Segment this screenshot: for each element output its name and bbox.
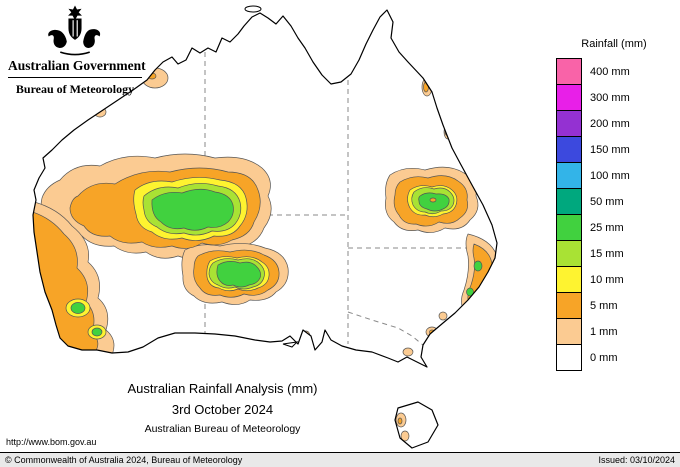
legend-entry: 1 mm [556, 318, 672, 345]
legend-entry: 400 mm [556, 58, 672, 85]
legend-entry: 150 mm [556, 136, 672, 163]
legend-swatch [556, 58, 582, 85]
legend-label: 150 mm [590, 143, 630, 156]
caption-title: Australian Rainfall Analysis (mm) [127, 381, 318, 396]
legend-swatch [556, 110, 582, 137]
legend-swatch [556, 266, 582, 293]
legend-swatch [556, 344, 582, 371]
legend-swatch [556, 214, 582, 241]
legend-entry: 0 mm [556, 344, 672, 371]
crest-shield-icon [68, 18, 82, 40]
australia-coastline [32, 9, 498, 368]
kangaroo-island [282, 341, 299, 348]
legend-entry: 10 mm [556, 266, 672, 293]
bom-url: http://www.bom.gov.au [6, 437, 97, 447]
bureau-title: Bureau of Meteorology [15, 82, 135, 96]
legend-label: 200 mm [590, 117, 630, 130]
legend-entry: 5 mm [556, 292, 672, 319]
crest-shield-stripe [72, 20, 74, 37]
legend-label: 50 mm [590, 195, 624, 208]
melville-island [244, 5, 262, 13]
rain-patch-east-coast-25mm-b [466, 287, 474, 297]
legend-swatch [556, 162, 582, 189]
rain-patch-port-phillip-1mm [402, 347, 414, 357]
legend-label: 100 mm [590, 169, 630, 182]
government-title: Australian Government [8, 58, 146, 73]
rain-patch-sw-wa-25mm-b [91, 327, 103, 337]
caption-date: 3rd October 2024 [171, 402, 274, 417]
legend-label: 1 mm [590, 325, 618, 338]
rain-patch-sw-wa-25mm-a [70, 302, 86, 314]
map-caption: Australian Rainfall Analysis (mm) 3rd Oc… [55, 381, 390, 435]
legend-label: 15 mm [590, 247, 624, 260]
rain-patch-se-nsw-1mm [438, 311, 448, 321]
rain-patch-tasmania-south-1mm [400, 430, 410, 442]
legend-entry: 15 mm [556, 240, 672, 267]
legend-entry: 100 mm [556, 162, 672, 189]
rain-patch-east-coast-25mm-a [473, 260, 483, 272]
header-divider [8, 77, 142, 78]
legend-swatch [556, 318, 582, 345]
legend-entry: 300 mm [556, 84, 672, 111]
rain-patch-central-australia-25mm [216, 261, 261, 288]
crest-star-icon [68, 5, 82, 21]
rainfall-legend: Rainfall (mm) 400 mm 300 mm 200 mm 150 mm 10… [556, 38, 672, 371]
legend-scale: 400 mm 300 mm 200 mm 150 mm 100 mm 50 mm 25 mm… [556, 58, 672, 371]
legend-label: 400 mm [590, 65, 630, 78]
legend-entry: 50 mm [556, 188, 672, 215]
legend-swatch [556, 240, 582, 267]
legend-label: 5 mm [590, 299, 618, 312]
legend-swatch [556, 188, 582, 215]
legend-entry: 200 mm [556, 110, 672, 137]
state-borders [204, 52, 494, 346]
legend-swatch [556, 84, 582, 111]
legend-label: 300 mm [590, 91, 630, 104]
legend-swatch [556, 292, 582, 319]
footer-bar: © Commonwealth of Australia 2024, Bureau… [0, 452, 680, 467]
crest-kangaroo-icon [48, 29, 67, 48]
legend-label: 0 mm [590, 351, 618, 364]
tasmania-coastline [394, 401, 439, 449]
crest-shield-stripe [76, 20, 78, 37]
legend-title: Rainfall (mm) [581, 38, 647, 50]
coat-of-arms [48, 5, 101, 56]
legend-swatch [556, 136, 582, 163]
legend-label: 25 mm [590, 221, 624, 234]
legend-label: 10 mm [590, 273, 624, 286]
crest-emu-icon [83, 29, 101, 48]
legend-entry: 25 mm [556, 214, 672, 241]
rain-patch-tasmania-5mm [397, 417, 403, 425]
rain-patch-west-queensland-inner-spot [429, 197, 437, 203]
header: Australian Government Bureau of Meteorol… [8, 4, 146, 97]
caption-org: Australian Bureau of Meteorology [144, 423, 301, 435]
copyright-text: © Commonwealth of Australia 2024, Bureau… [5, 455, 243, 465]
rain-patch-central-wa-25mm [151, 188, 234, 231]
crest-scroll-icon [60, 51, 90, 56]
issued-text: Issued: 03/10/2024 [598, 455, 675, 465]
